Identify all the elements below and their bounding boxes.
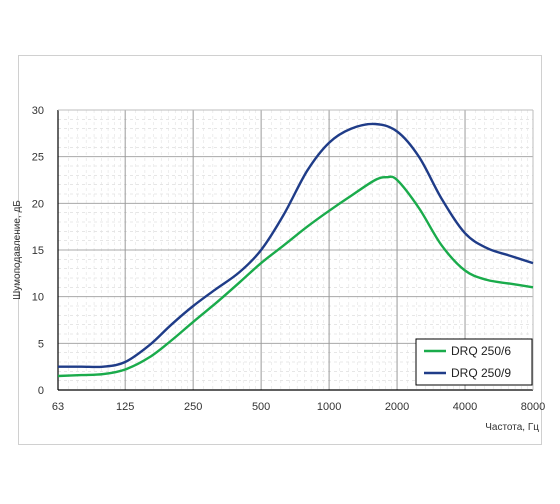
y-tick-label: 10 (32, 292, 44, 304)
x-tick-label: 250 (184, 401, 202, 413)
y-axis-title: Шумоподавление, дБ (12, 200, 23, 300)
series-line-drq-250-6 (57, 175, 534, 378)
y-tick-label: 25 (32, 152, 44, 164)
y-tick-label: 30 (32, 105, 44, 117)
x-tick-label: 8000 (521, 401, 545, 413)
x-tick-label: 63 (52, 401, 64, 413)
legend-box (415, 338, 533, 386)
y-tick-label: 0 (38, 385, 44, 397)
x-tick-labels: 63 125 250 500 1000 2000 4000 8000 (52, 401, 545, 413)
x-tick-label: 4000 (453, 401, 477, 413)
y-tick-label: 5 (38, 338, 44, 350)
chart-frame (18, 55, 542, 445)
x-tick-label: 1000 (317, 401, 341, 413)
series-lines (57, 122, 534, 378)
series-line-drq-250-9 (57, 122, 534, 369)
legend-label-drq-250-6: DRQ 250/6 (451, 344, 511, 358)
y-tick-label: 15 (32, 245, 44, 257)
y-tick-labels: 0 5 10 15 20 25 30 (32, 105, 44, 397)
x-tick-label: 125 (116, 401, 134, 413)
x-tick-label: 2000 (385, 401, 409, 413)
y-tick-label: 20 (32, 198, 44, 210)
legend: DRQ 250/6 DRQ 250/9 (415, 338, 533, 386)
x-tick-label: 500 (252, 401, 270, 413)
legend-label-drq-250-9: DRQ 250/9 (451, 366, 511, 380)
axes (57, 109, 534, 391)
x-axis-title: Частота, Гц (485, 422, 539, 433)
